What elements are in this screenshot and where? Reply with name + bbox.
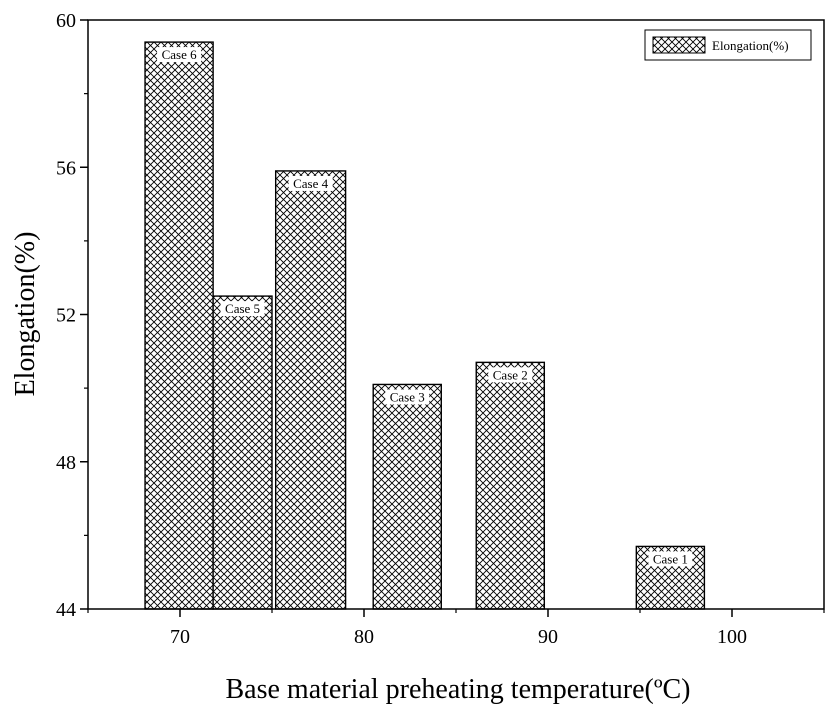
- bar-label-background: [288, 175, 333, 191]
- x-tick-label: 70: [170, 626, 190, 648]
- bar-label: Case 1: [653, 551, 688, 566]
- x-tick-label: 80: [354, 626, 374, 648]
- bar-case-5: [212, 295, 273, 610]
- x-tick-label: 100: [717, 626, 747, 648]
- bar-label: Case 3: [390, 389, 425, 404]
- y-tick-label: 56: [56, 157, 76, 179]
- y-axis-title: Elongation(%): [10, 232, 41, 397]
- x-axis-title: Base material preheating temperature(ºC): [225, 674, 690, 705]
- bar-label-background: [220, 301, 265, 317]
- bar-label-background: [385, 389, 430, 405]
- bar-label: Case 2: [493, 367, 528, 382]
- bar-label: Case 6: [162, 47, 198, 62]
- bar-case-3: [372, 383, 442, 610]
- y-tick-label: 60: [56, 10, 76, 32]
- y-tick-label: 52: [56, 305, 76, 327]
- bar-label-background: [157, 47, 202, 63]
- bar-label: Case 4: [293, 176, 329, 191]
- bar-label: Case 5: [225, 301, 260, 316]
- bar-case-6: [144, 41, 214, 610]
- legend-label: Elongation(%): [712, 38, 789, 53]
- legend: Elongation(%): [644, 29, 812, 61]
- y-tick-label: 48: [56, 452, 76, 474]
- legend-swatch: [652, 36, 706, 54]
- bars-layer: Case 6 Case 5 Case 4 Case 3 Case 2 Case 1: [144, 41, 706, 610]
- bar-label-background: [488, 367, 533, 383]
- x-tick-label: 90: [538, 626, 558, 648]
- bar-case-4: [274, 170, 347, 610]
- bar-label-background: [648, 551, 693, 567]
- y-tick-label: 44: [56, 599, 76, 621]
- axis-ticks: 44 48 52 56 60 70 80 90 100: [56, 10, 825, 648]
- bar-case-2: [475, 361, 546, 610]
